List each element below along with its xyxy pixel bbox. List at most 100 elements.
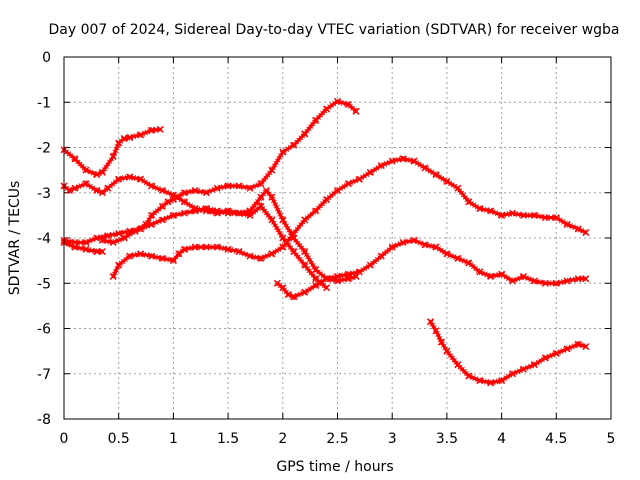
data-point xyxy=(180,209,188,217)
data-point xyxy=(235,248,243,256)
data-point xyxy=(279,284,287,292)
data-point xyxy=(93,234,101,242)
data-point xyxy=(142,220,150,228)
data-point xyxy=(137,131,145,139)
plot-frame xyxy=(63,56,612,420)
data-point xyxy=(552,214,560,222)
data-point xyxy=(552,349,560,357)
data-point xyxy=(164,198,172,206)
data-point xyxy=(147,211,156,219)
data-point xyxy=(147,126,156,134)
data-point xyxy=(115,175,123,183)
data-point xyxy=(257,202,265,210)
data-point xyxy=(109,272,117,280)
data-point xyxy=(262,186,270,195)
series-group xyxy=(60,97,590,387)
x-tick-label: 3.5 xyxy=(436,431,458,447)
data-point xyxy=(432,171,440,179)
data-point xyxy=(465,198,473,206)
data-point xyxy=(268,166,276,174)
data-point xyxy=(301,216,309,224)
data-point xyxy=(487,379,495,387)
data-point xyxy=(290,141,298,149)
data-point xyxy=(377,162,385,170)
data-point xyxy=(279,234,287,242)
data-point xyxy=(71,238,79,247)
y-tick-label: -6 xyxy=(37,322,51,338)
series-line xyxy=(62,127,162,177)
data-point xyxy=(312,275,320,283)
data-point xyxy=(563,277,571,285)
data-point xyxy=(82,245,90,253)
data-point xyxy=(120,234,128,242)
x-tick-label: 4 xyxy=(497,431,506,447)
data-point xyxy=(279,148,287,156)
data-point xyxy=(180,245,188,253)
data-point xyxy=(352,107,360,115)
data-point xyxy=(169,196,177,204)
data-point xyxy=(552,279,560,287)
y-tick-label: 0 xyxy=(42,50,51,66)
data-point xyxy=(574,340,582,348)
x-axis-title: GPS time / hours xyxy=(276,459,393,475)
x-tick-label: 1.5 xyxy=(217,431,239,447)
data-point xyxy=(410,236,418,244)
data-point xyxy=(147,252,156,260)
data-point xyxy=(191,186,199,195)
data-point xyxy=(301,130,309,138)
series-arc-4 xyxy=(60,185,360,285)
series-markers xyxy=(62,126,161,178)
data-point xyxy=(257,180,265,188)
data-point xyxy=(465,372,473,380)
data-point xyxy=(454,254,462,262)
data-point xyxy=(257,254,265,262)
data-point xyxy=(443,250,451,258)
data-point xyxy=(366,261,374,269)
data-point xyxy=(235,182,243,190)
series-markers xyxy=(427,320,587,386)
data-point xyxy=(541,279,549,287)
data-point xyxy=(333,97,342,105)
series-markers xyxy=(62,239,103,255)
data-point xyxy=(498,377,506,385)
data-point xyxy=(202,189,210,197)
data-point xyxy=(93,171,101,179)
data-point xyxy=(104,184,112,192)
data-point xyxy=(279,243,287,251)
chart-title: Day 007 of 2024, Sidereal Day-to-day VTE… xyxy=(48,22,619,38)
data-point xyxy=(323,105,331,113)
data-point xyxy=(563,345,571,353)
data-point xyxy=(126,173,134,181)
data-point xyxy=(582,343,590,351)
data-point xyxy=(465,259,473,267)
data-point xyxy=(388,157,396,165)
data-point xyxy=(82,166,90,174)
data-point xyxy=(158,186,166,195)
series-arc-7 xyxy=(273,236,590,301)
data-point xyxy=(323,275,331,283)
data-point xyxy=(323,284,331,292)
series-line xyxy=(111,157,588,279)
data-point xyxy=(180,189,188,197)
data-point xyxy=(355,268,363,276)
data-point xyxy=(476,268,484,276)
data-point xyxy=(71,184,79,192)
y-tick-label: -3 xyxy=(37,186,51,202)
data-point xyxy=(235,209,243,217)
data-point xyxy=(312,116,320,124)
data-point xyxy=(158,254,166,262)
data-point xyxy=(541,354,549,362)
data-point xyxy=(98,236,106,244)
data-point xyxy=(202,243,210,251)
x-tick-label: 0.5 xyxy=(108,431,130,447)
x-tick-label: 4.5 xyxy=(545,431,567,447)
data-point xyxy=(426,318,435,326)
data-point xyxy=(312,281,320,290)
data-point xyxy=(213,184,221,192)
data-point xyxy=(377,252,385,260)
data-point xyxy=(432,327,440,335)
data-point xyxy=(109,238,117,247)
data-point xyxy=(410,157,418,165)
data-point xyxy=(487,272,495,280)
y-tick-label: -5 xyxy=(37,276,51,292)
